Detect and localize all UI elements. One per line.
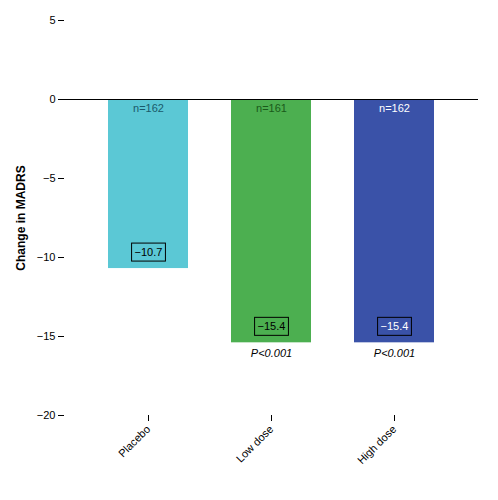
svg-text:0: 0 bbox=[49, 93, 55, 105]
svg-text:−15.4: −15.4 bbox=[258, 320, 286, 332]
svg-text:Placebo: Placebo bbox=[116, 423, 153, 460]
svg-text:−15.4: −15.4 bbox=[381, 320, 409, 332]
svg-text:−5: −5 bbox=[43, 172, 56, 184]
svg-text:n=161: n=161 bbox=[256, 102, 287, 114]
svg-text:−20: −20 bbox=[37, 409, 56, 421]
svg-text:High dose: High dose bbox=[355, 423, 399, 467]
svg-text:−10.7: −10.7 bbox=[135, 246, 163, 258]
svg-text:5: 5 bbox=[49, 14, 55, 26]
svg-text:−15: −15 bbox=[37, 330, 56, 342]
svg-text:P<0.001: P<0.001 bbox=[374, 347, 415, 359]
svg-text:n=162: n=162 bbox=[133, 102, 164, 114]
svg-text:n=162: n=162 bbox=[379, 102, 410, 114]
svg-text:−10: −10 bbox=[37, 251, 56, 263]
svg-text:Low dose: Low dose bbox=[234, 423, 276, 465]
svg-text:P<0.001: P<0.001 bbox=[251, 347, 292, 359]
svg-text:Change in MADRS: Change in MADRS bbox=[14, 165, 28, 270]
